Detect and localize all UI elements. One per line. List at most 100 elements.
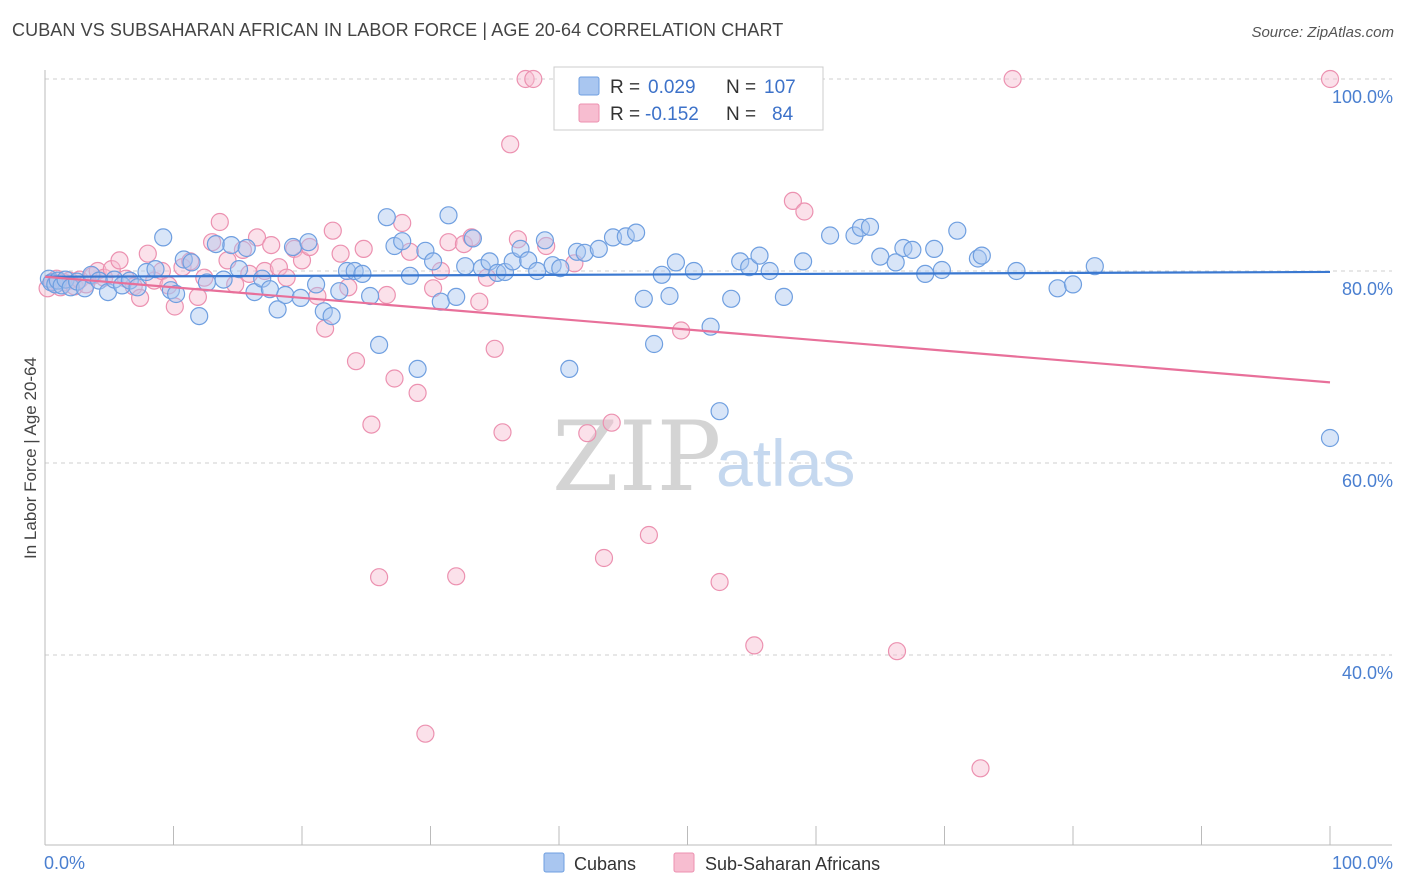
- cuban-point: [722, 289, 741, 308]
- cuban-point: [860, 217, 880, 236]
- cuban-point: [307, 275, 326, 294]
- cuban-point: [222, 236, 241, 255]
- subsaharan-point: [346, 352, 366, 371]
- subsaharan-point: [424, 279, 443, 298]
- x-tick-label-min: 0.0%: [44, 853, 85, 873]
- bottom-legend-label-cubans: Cubans: [574, 854, 636, 874]
- cuban-point: [886, 253, 905, 272]
- cuban-point: [1085, 257, 1104, 276]
- cuban-point: [431, 292, 450, 311]
- subsaharan-point: [195, 268, 214, 287]
- subsaharan-point: [292, 251, 312, 270]
- cuban-point: [128, 278, 147, 297]
- subsaharan-point: [594, 548, 614, 568]
- cuban-point: [528, 261, 547, 281]
- cuban-point: [154, 228, 173, 247]
- subsaharan-point: [408, 383, 427, 402]
- subsaharan-point: [323, 221, 342, 240]
- cuban-point: [760, 261, 779, 281]
- legend-n-label-2: N =: [726, 104, 756, 125]
- cuban-points: [39, 206, 1340, 448]
- subsaharan-point: [447, 567, 466, 586]
- gridlines: [45, 78, 1392, 656]
- cuban-point: [684, 261, 704, 281]
- cuban-point: [353, 264, 372, 283]
- y-axis-label: In Labor Force | Age 20-64: [21, 357, 40, 559]
- cuban-point: [237, 238, 256, 258]
- legend-swatch-subsaharan: [578, 103, 600, 123]
- cuban-point: [589, 239, 608, 258]
- cuban-point: [731, 252, 750, 271]
- subsaharan-point: [501, 135, 520, 154]
- legend-r-label-2: R =: [610, 104, 640, 125]
- series-legend: Cubans Sub-Saharan Africans: [543, 852, 880, 874]
- cuban-point: [932, 260, 952, 280]
- subsaharan-point: [462, 228, 481, 247]
- subsaharan-point: [331, 244, 350, 263]
- cuban-point: [740, 258, 759, 277]
- cuban-point: [322, 307, 341, 326]
- cuban-point: [1063, 275, 1083, 294]
- cuban-point: [567, 242, 587, 261]
- subsaharan-point: [485, 339, 504, 358]
- cuban-point: [393, 232, 412, 251]
- cuban-point: [299, 233, 318, 252]
- cuban-point: [463, 229, 482, 248]
- cuban-point: [616, 227, 635, 246]
- cuban-point: [330, 282, 349, 301]
- stats-legend: R = 0.029 N = 107 R = -0.152 N = 84: [553, 66, 824, 131]
- legend-n-label-1: N =: [726, 77, 756, 98]
- cuban-point: [190, 307, 209, 326]
- cuban-point: [283, 237, 303, 257]
- subsaharan-point: [887, 642, 907, 661]
- cuban-trend-line: [44, 270, 1331, 278]
- subsaharan-point: [578, 424, 597, 443]
- x-tick-label-max: 100.0%: [1332, 853, 1393, 873]
- subsaharan-point: [339, 278, 358, 297]
- subsaharan-point: [454, 235, 473, 254]
- cuban-point: [488, 263, 507, 282]
- cuban-point: [268, 300, 287, 319]
- subsaharan-point: [416, 724, 435, 743]
- cuban-point: [456, 257, 475, 276]
- cuban-point: [894, 238, 913, 258]
- legend-r-value-1: 0.029: [648, 77, 696, 98]
- cuban-point: [1048, 279, 1067, 298]
- cuban-point: [146, 260, 165, 279]
- cuban-point: [903, 240, 922, 259]
- subsaharan-point: [277, 268, 296, 287]
- y-tick-label: 100.0%: [1332, 87, 1393, 107]
- subsaharan-trend-line: [44, 275, 1331, 384]
- subsaharan-point: [131, 288, 150, 307]
- legend-n-value-2: 84: [772, 104, 794, 125]
- cuban-point: [182, 253, 201, 272]
- cuban-point: [626, 223, 646, 242]
- cuban-point: [370, 335, 389, 354]
- watermark-zip: ZIP: [552, 401, 721, 513]
- subsaharan-point: [210, 212, 229, 232]
- subsaharan-point: [393, 213, 412, 233]
- y-tick-label: 40.0%: [1342, 663, 1393, 683]
- cuban-point: [206, 235, 225, 254]
- cuban-point: [408, 359, 427, 378]
- subsaharan-point: [602, 413, 621, 432]
- cuban-point: [1320, 428, 1340, 448]
- cuban-point: [644, 334, 664, 354]
- watermark-atlas: atlas: [716, 426, 855, 500]
- subsaharan-point: [377, 285, 396, 305]
- cuban-point: [972, 246, 991, 265]
- subsaharan-point: [537, 236, 556, 256]
- legend-r-label-1: R =: [610, 77, 640, 98]
- cuban-point: [377, 208, 396, 227]
- subsaharan-point: [1320, 69, 1340, 89]
- cuban-point: [666, 253, 686, 272]
- subsaharan-point: [516, 69, 535, 89]
- legend-r-value-2: -0.152: [645, 104, 699, 125]
- subsaharan-point: [783, 191, 803, 210]
- bottom-legend-swatch-cubans: [543, 852, 565, 873]
- subsaharan-point: [181, 252, 200, 271]
- cuban-point: [229, 260, 249, 279]
- cuban-point: [774, 287, 794, 306]
- cuban-point: [245, 283, 264, 302]
